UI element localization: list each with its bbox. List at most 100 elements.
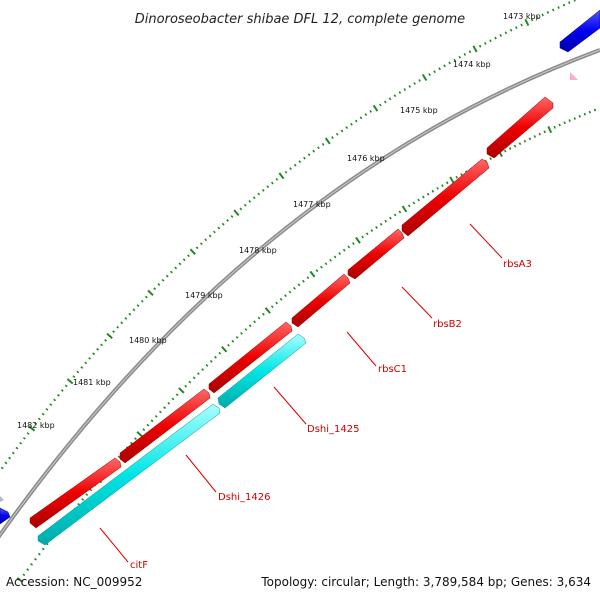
minor-tick — [455, 175, 459, 179]
minor-tick — [187, 254, 190, 258]
major-tick — [355, 236, 361, 244]
kbp-label: 1481 kbp — [73, 378, 111, 387]
minor-tick — [22, 573, 26, 577]
minor-tick — [407, 204, 411, 208]
gene-Dshi_1426-reverse[interactable] — [37, 403, 221, 546]
minor-tick — [64, 384, 68, 388]
minor-tick — [116, 325, 120, 329]
gene-citF-red[interactable] — [29, 457, 122, 529]
gene-label-Dshi_1425[interactable]: Dshi_1425 — [307, 424, 359, 435]
minor-tick — [80, 366, 84, 369]
minor-tick — [398, 91, 402, 95]
minor-tick — [338, 252, 342, 255]
gene-Dshi_1425[interactable] — [208, 321, 293, 394]
minor-tick — [503, 149, 507, 153]
minor-tick — [104, 339, 108, 342]
minor-tick — [588, 110, 592, 114]
inner-tick-track — [16, 108, 597, 583]
minor-tick — [361, 235, 364, 239]
major-tick — [547, 125, 553, 134]
minor-tick — [408, 85, 411, 88]
minor-tick — [306, 276, 310, 280]
minor-tick — [257, 316, 261, 320]
minor-tick — [431, 189, 435, 193]
gene-rbsB2[interactable] — [401, 158, 490, 237]
minor-tick — [37, 552, 41, 556]
major-tick — [66, 378, 74, 385]
minor-tick — [448, 61, 451, 65]
minor-tick — [49, 403, 53, 407]
minor-tick — [153, 287, 157, 291]
minor-tick — [365, 232, 369, 236]
minor-tick — [266, 185, 270, 189]
minor-tick — [288, 290, 292, 294]
minor-tick — [175, 393, 179, 397]
gene-Dshi_1425-reverse[interactable] — [217, 333, 307, 409]
minor-tick — [583, 112, 587, 116]
minor-tick — [468, 50, 472, 54]
major-tick — [524, 18, 530, 27]
major-tick — [309, 270, 316, 278]
minor-tick — [8, 456, 11, 460]
minor-tick — [15, 446, 19, 450]
minor-tick — [504, 31, 508, 35]
minor-tick — [261, 188, 265, 192]
minor-tick — [284, 294, 287, 298]
major-tick — [421, 73, 428, 82]
minor-tick — [165, 274, 169, 278]
minor-tick — [88, 356, 92, 360]
major-tick — [178, 387, 185, 394]
gene-Dshi_1426[interactable] — [119, 388, 211, 464]
gene-label-rbsC1[interactable]: rbsC1 — [378, 364, 407, 375]
minor-tick — [562, 3, 566, 7]
minor-tick — [289, 167, 292, 171]
gene-label-rbsB2[interactable]: rbsB2 — [433, 319, 462, 330]
minor-tick — [398, 210, 402, 214]
gene-label-Dshi_1426[interactable]: Dshi_1426 — [218, 492, 270, 503]
minor-tick — [315, 269, 319, 273]
label-leaders — [99, 223, 503, 563]
gene-rbsA3[interactable] — [486, 96, 554, 159]
minor-tick — [275, 177, 279, 181]
minor-tick — [563, 121, 566, 125]
minor-tick — [558, 123, 561, 127]
minor-tick — [72, 375, 76, 378]
minor-tick — [443, 64, 446, 68]
minor-tick — [393, 213, 397, 217]
minor-tick — [140, 299, 144, 303]
gene-label-rbsA3[interactable]: rbsA3 — [503, 259, 532, 270]
minor-tick — [536, 15, 539, 19]
minor-tick — [543, 130, 546, 134]
minor-tick — [243, 203, 247, 207]
gene-label-citF[interactable]: citF — [130, 560, 148, 571]
minor-tick — [230, 215, 234, 218]
major-tick — [324, 137, 331, 145]
gene-blue-top[interactable] — [559, 9, 600, 53]
minor-tick — [226, 218, 229, 222]
topology-text: Topology: circular; Length: 3,789,584 bp… — [260, 575, 591, 589]
minor-tick — [413, 82, 416, 85]
gene-blue-left[interactable] — [0, 507, 11, 525]
kbp-label: 1479 kbp — [185, 291, 223, 300]
minor-tick — [136, 304, 140, 307]
minor-tick — [389, 216, 392, 220]
minor-tick — [11, 451, 15, 455]
minor-tick — [426, 192, 430, 196]
minor-tick — [197, 372, 200, 376]
minor-tick — [235, 335, 239, 339]
minor-tick — [26, 432, 30, 435]
minor-tick — [418, 79, 421, 82]
minor-tick — [383, 100, 387, 104]
minor-tick — [335, 132, 339, 136]
gene-rbsC1b[interactable] — [291, 273, 351, 328]
minor-tick — [253, 320, 256, 324]
minor-tick — [379, 103, 382, 107]
minor-tick — [171, 397, 175, 401]
minor-tick — [227, 343, 230, 347]
minor-tick — [483, 42, 487, 45]
minor-tick — [528, 137, 532, 141]
gene-rbsC1[interactable] — [347, 228, 405, 280]
minor-tick — [453, 58, 456, 62]
minor-tick — [433, 70, 436, 74]
